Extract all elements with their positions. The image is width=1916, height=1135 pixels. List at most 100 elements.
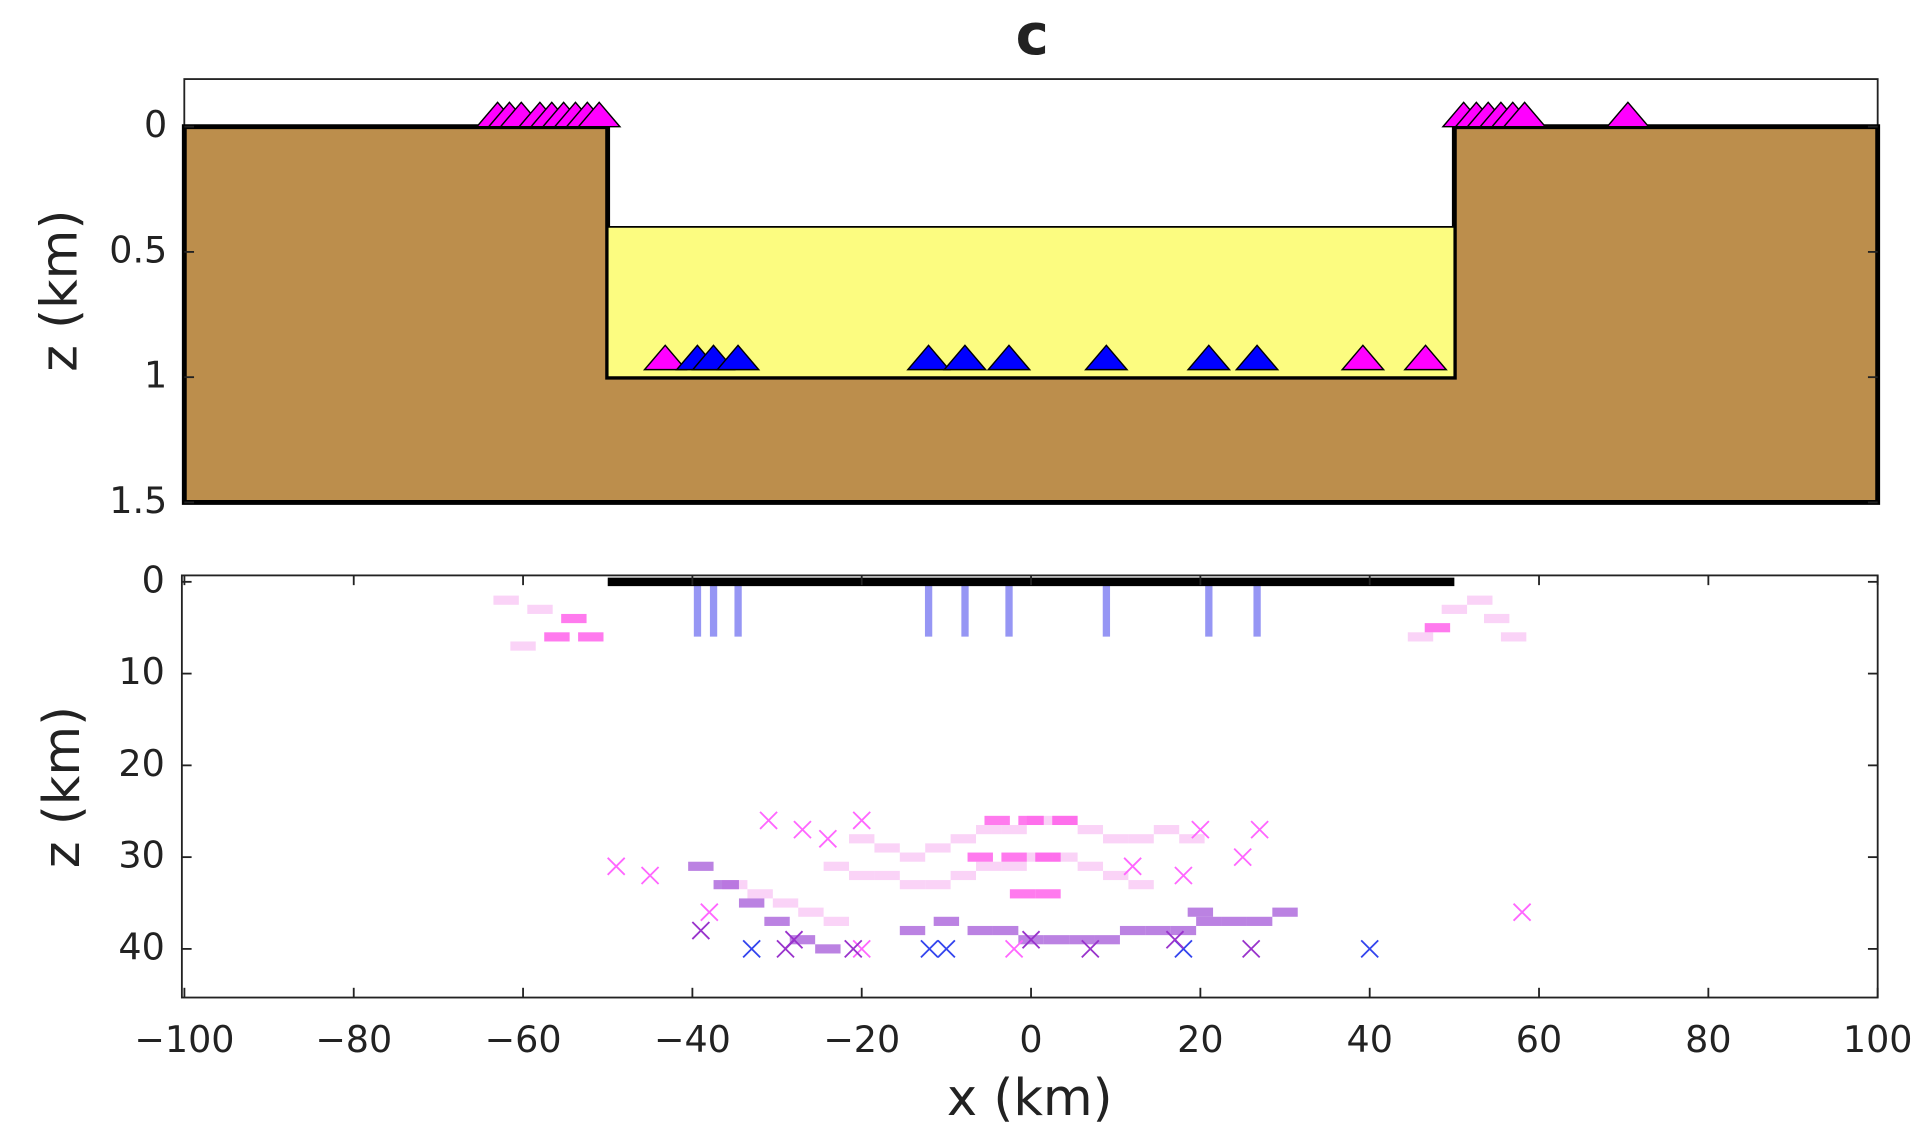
density-cell [1119,925,1146,936]
density-cell [874,843,900,853]
y-tick-label: 0 [144,103,167,146]
event-marker [793,820,812,839]
event-marker [1004,939,1024,959]
density-cell [1441,604,1468,614]
station [1234,344,1280,371]
y-tick-label: 30 [118,834,164,877]
density-cell [1001,825,1027,835]
density-cell [1467,595,1493,605]
density-cell [823,861,850,871]
density-cell [1187,907,1214,917]
x-tick-label: −20 [823,1018,900,1061]
density-cell [772,898,799,908]
event-marker [607,857,626,876]
event-marker [691,921,711,940]
density-cell [1128,834,1154,844]
density-cell [925,843,951,853]
density-cell [1103,834,1129,844]
density-cell [950,834,977,844]
density-cell [1052,852,1078,862]
event-marker [852,939,871,959]
density-cell [1052,815,1078,826]
density-cell [789,935,816,945]
density-cell [815,944,841,954]
y-axis-label: z (km) [31,210,90,372]
density-cell [747,889,773,899]
density-cell [738,898,765,908]
station [906,344,951,371]
density-cell [713,880,739,890]
y-tick-label: 20 [118,742,164,785]
density-cell [578,632,604,642]
density-cell [899,852,926,862]
density-cell [1424,623,1451,633]
density-cell [1246,916,1273,926]
station [1340,344,1386,371]
density-cell [992,925,1019,936]
event-marker [742,939,761,959]
density-cell [544,632,570,642]
event-marker [852,811,871,830]
y-axis-label: z (km) [33,706,92,868]
x-tick-label: 20 [1177,1018,1223,1061]
y-tick-label: 40 [118,925,164,968]
density-cell [798,907,824,917]
event-marker [1242,939,1261,959]
event-marker [1512,903,1532,922]
density-cell [1035,852,1061,862]
density-cell [1500,632,1527,642]
x-tick-label: 60 [1516,1018,1562,1061]
density-cell [1069,935,1095,945]
station [715,344,761,371]
station [1502,101,1547,128]
station [1403,344,1448,371]
station [942,344,988,371]
density-cell [1094,935,1120,945]
x-tick-label: −80 [315,1018,392,1061]
density-cell [561,613,587,624]
density-cell [933,916,960,926]
density-cell [1272,907,1298,917]
layer [606,225,1456,379]
station [576,101,622,128]
event-marker [776,939,795,959]
x-axis-label: x (km) [947,1069,1113,1128]
density-cell [1009,889,1036,899]
density-cell [874,870,900,881]
density-cell [1170,925,1197,936]
density-cell [950,870,977,881]
density-cell [1018,815,1044,826]
density-cell [1103,870,1129,881]
density-cell [527,604,553,614]
density-cell [1145,925,1171,936]
x-tick-label: −40 [654,1018,731,1061]
density-cell [1407,632,1434,642]
density-cell [976,861,1002,871]
station [1186,344,1232,371]
density-cell [1043,935,1070,945]
x-tick-label: −60 [485,1018,562,1061]
density-cell [688,861,714,871]
density-cell [1001,861,1027,871]
density-cell [1128,880,1154,890]
event-marker [700,903,719,922]
x-tick-label: −100 [134,1018,234,1061]
density-cell [849,870,875,881]
density-cell [764,916,790,926]
density-cell [493,595,519,605]
x-tick-label: 40 [1346,1018,1392,1061]
station [1605,101,1651,128]
density-cell [1077,825,1104,835]
density-cell [976,825,1002,835]
density-cell [1153,825,1180,835]
density-cell [1221,916,1247,926]
y-tick-label: 1 [144,354,167,397]
event-marker [920,939,939,959]
x-tick-label: 0 [1019,1018,1042,1061]
event-marker [1191,820,1210,839]
density-cell [823,916,850,926]
event-marker [1123,857,1142,876]
event-marker [844,939,863,959]
